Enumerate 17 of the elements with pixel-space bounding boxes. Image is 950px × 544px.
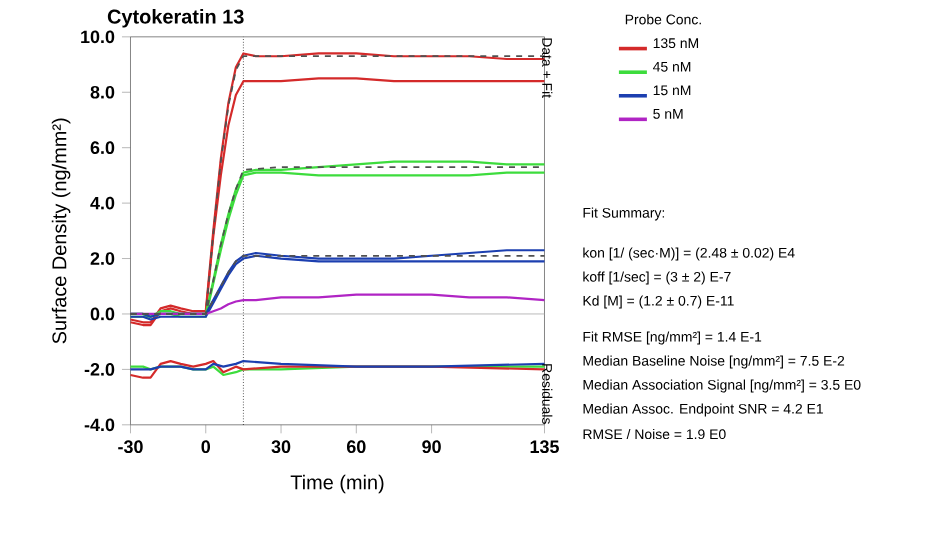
- y-tick-label: 6.0: [90, 141, 115, 155]
- y-tick-label: -2.0: [84, 363, 115, 376]
- x-tick-label: 90: [422, 440, 441, 454]
- chart-title: Cytokeratin 13: [107, 9, 244, 28]
- x-tick-label: 0: [201, 440, 211, 454]
- x-tick-label: 30: [271, 440, 291, 454]
- y-tick-label: 0.0: [90, 307, 115, 321]
- y-tick-label: 8.0: [90, 85, 115, 99]
- x-tick-label: 60: [346, 440, 366, 454]
- x-axis-title: Time (min): [290, 474, 384, 494]
- y-tick-label: 10.0: [81, 30, 115, 44]
- y-tick-label: -4.0: [84, 418, 115, 432]
- x-tick-label: 135: [530, 440, 559, 454]
- x-tick-label: -30: [118, 440, 143, 454]
- y-axis-title: Surface Density (ng/mm²): [51, 118, 71, 344]
- y-tick-label: 4.0: [90, 196, 115, 210]
- y-tick-label: 2.0: [90, 252, 115, 265]
